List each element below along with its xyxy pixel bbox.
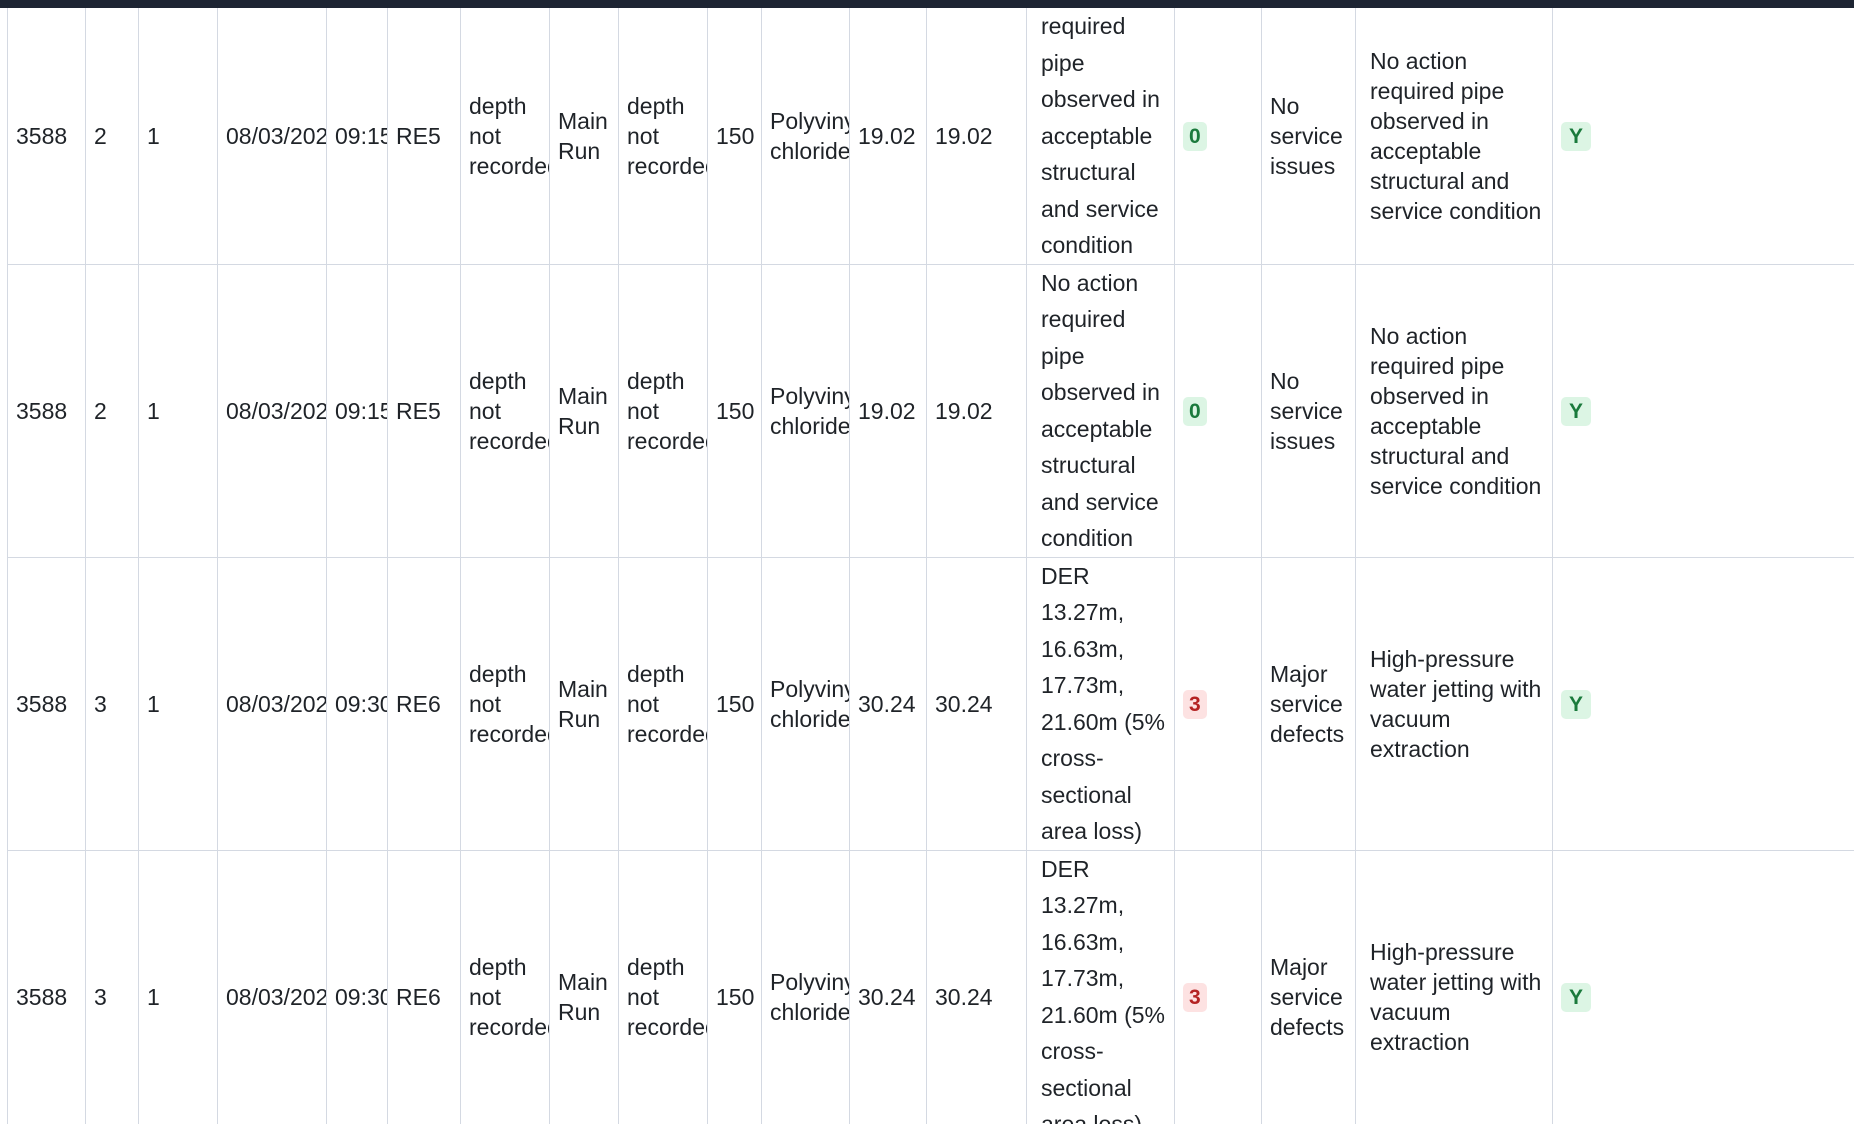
cell-grade: 0 (1174, 264, 1262, 558)
cell-material: Polyvinyl chloride (761, 8, 850, 265)
cell-grade: 3 (1174, 557, 1262, 851)
cell-observations: DER 13.27m, 16.63m, 17.73m, 21.60m (5% c… (1026, 850, 1175, 1124)
cell-grade: 3 (1174, 850, 1262, 1124)
grade-badge: 0 (1183, 397, 1207, 426)
cell-observations: required pipe observed in acceptable str… (1026, 8, 1175, 265)
cell-finish-depth: depth not recorded (618, 264, 708, 558)
cell-final: Y (1552, 8, 1854, 265)
cell-inspection: 1 (138, 8, 218, 265)
cell-start-depth: depth not recorded (460, 850, 550, 1124)
grade-badge: 3 (1183, 983, 1207, 1012)
cell-id: 3588 (7, 557, 86, 851)
cell-use: Main Run (549, 850, 619, 1124)
status-badge: Y (1561, 122, 1592, 152)
cell-diameter: 150 (707, 264, 762, 558)
table-row[interactable]: 3588 3 1 08/03/2023 09:30 RE6 depth not … (7, 557, 1854, 851)
cell-section: 2 (85, 264, 139, 558)
cell-service-summary: No service issues (1261, 8, 1356, 265)
cell-inspection: 1 (138, 850, 218, 1124)
cell-service-summary: Major service defects (1261, 557, 1356, 851)
cell-section: 2 (85, 8, 139, 265)
cell-inspection: 1 (138, 557, 218, 851)
cell-total-length: 30.24 (926, 557, 1027, 851)
cell-time: 09:15 (326, 8, 388, 265)
cell-finish-depth: depth not recorded (618, 8, 708, 265)
cell-total-length: 30.24 (926, 850, 1027, 1124)
cell-recommendation: No action required pipe observed in acce… (1355, 264, 1553, 558)
cell-diameter: 150 (707, 557, 762, 851)
grade-badge: 0 (1183, 122, 1207, 152)
cell-section: 3 (85, 850, 139, 1124)
cell-service-summary: No service issues (1261, 264, 1356, 558)
table-row[interactable]: 3588 2 1 08/03/2023 09:15 RE5 depth not … (7, 264, 1854, 558)
cell-surveyed-length: 19.02 (849, 264, 927, 558)
status-badge: Y (1561, 690, 1592, 719)
grade-badge: 3 (1183, 690, 1207, 719)
cell-date: 08/03/2023 (217, 557, 327, 851)
cell-total-length: 19.02 (926, 264, 1027, 558)
cell-service-summary: Major service defects (1261, 850, 1356, 1124)
cell-section: 3 (85, 557, 139, 851)
cell-id: 3588 (7, 8, 86, 265)
status-badge: Y (1561, 983, 1592, 1012)
cell-reference: RE6 (387, 557, 461, 851)
cell-start-depth: depth not recorded (460, 8, 550, 265)
table-row[interactable]: 3588 2 1 08/03/2023 09:15 RE5 depth not … (7, 8, 1854, 265)
cell-final: Y (1552, 264, 1854, 558)
cell-diameter: 150 (707, 850, 762, 1124)
cell-start-depth: depth not recorded (460, 264, 550, 558)
inspection-table: 3588 2 1 08/03/2023 09:15 RE5 depth not … (7, 8, 1854, 1124)
cell-material: Polyvinyl chloride (761, 557, 850, 851)
cell-recommendation: High-pressure water jetting with vacuum … (1355, 850, 1553, 1124)
cell-use: Main Run (549, 264, 619, 558)
cell-diameter: 150 (707, 8, 762, 265)
cell-surveyed-length: 30.24 (849, 850, 927, 1124)
cell-material: Polyvinyl chloride (761, 850, 850, 1124)
cell-time: 09:30 (326, 850, 388, 1124)
cell-use: Main Run (549, 8, 619, 265)
top-bar (0, 0, 1854, 8)
cell-date: 08/03/2023 (217, 264, 327, 558)
cell-use: Main Run (549, 557, 619, 851)
cell-recommendation: High-pressure water jetting with vacuum … (1355, 557, 1553, 851)
cell-date: 08/03/2023 (217, 850, 327, 1124)
cell-recommendation: No action required pipe observed in acce… (1355, 8, 1553, 265)
cell-final: Y (1552, 850, 1854, 1124)
cell-surveyed-length: 19.02 (849, 8, 927, 265)
cell-reference: RE5 (387, 8, 461, 265)
cell-id: 3588 (7, 264, 86, 558)
cell-inspection: 1 (138, 264, 218, 558)
cell-finish-depth: depth not recorded (618, 557, 708, 851)
inspection-table-container[interactable]: 3588 2 1 08/03/2023 09:15 RE5 depth not … (7, 8, 1854, 1124)
cell-observations: DER 13.27m, 16.63m, 17.73m, 21.60m (5% c… (1026, 557, 1175, 851)
cell-surveyed-length: 30.24 (849, 557, 927, 851)
cell-total-length: 19.02 (926, 8, 1027, 265)
cell-final: Y (1552, 557, 1854, 851)
cell-finish-depth: depth not recorded (618, 850, 708, 1124)
cell-material: Polyvinyl chloride (761, 264, 850, 558)
cell-id: 3588 (7, 850, 86, 1124)
cell-time: 09:30 (326, 557, 388, 851)
cell-date: 08/03/2023 (217, 8, 327, 265)
cell-reference: RE5 (387, 264, 461, 558)
cell-observations: No action required pipe observed in acce… (1026, 264, 1175, 558)
status-badge: Y (1561, 397, 1592, 426)
cell-reference: RE6 (387, 850, 461, 1124)
cell-time: 09:15 (326, 264, 388, 558)
cell-start-depth: depth not recorded (460, 557, 550, 851)
cell-grade: 0 (1174, 8, 1262, 265)
table-row[interactable]: 3588 3 1 08/03/2023 09:30 RE6 depth not … (7, 850, 1854, 1124)
